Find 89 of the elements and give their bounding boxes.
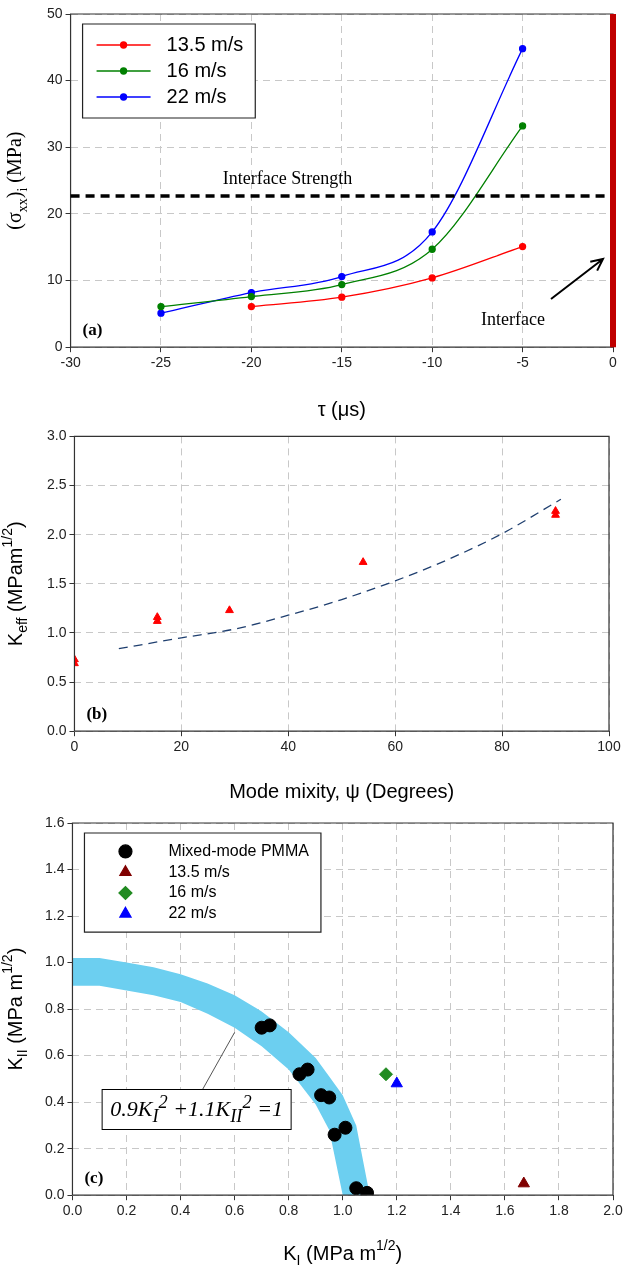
x-tick-label: 80 (494, 738, 511, 755)
x-tick-label: 20 (173, 738, 190, 755)
point (358, 557, 368, 565)
point (157, 309, 165, 317)
point (338, 272, 346, 281)
annotation: (c) (84, 1168, 104, 1188)
y-tick-label: 20 (46, 204, 63, 221)
legend-label: Mixed-mode PMMA (168, 841, 310, 859)
y-axis-title: (σxx)i (MPa) (3, 131, 31, 230)
point (518, 45, 527, 53)
point (225, 605, 234, 614)
point (338, 293, 346, 301)
x-tick-label: 1.4 (441, 1202, 461, 1219)
y-tick-label: 0.2 (44, 1139, 65, 1156)
point (518, 242, 527, 251)
point (247, 302, 256, 311)
x-tick-label: 1.0 (333, 1202, 353, 1219)
annotation: (a) (82, 320, 103, 340)
x-tick-label: 0 (609, 354, 618, 371)
x-axis-title: τ (μs) (317, 397, 366, 420)
x-tick-label: 1.2 (387, 1202, 407, 1219)
y-tick-label: 1.2 (44, 906, 65, 923)
y-tick-label: 3.0 (46, 427, 67, 444)
point (157, 302, 165, 311)
point (300, 1062, 315, 1077)
x-tick-label: -30 (60, 354, 81, 371)
annotation: (b) (86, 704, 108, 724)
y-tick-label: 0.0 (46, 722, 67, 739)
x-tick-label: 100 (597, 738, 621, 755)
x-tick-label: 0.0 (62, 1202, 83, 1219)
annotation: 0.9K$_{I}$$^{2}$ +1.1K$_{II}$$^{2}$ =1 (101, 1089, 292, 1131)
y-tick-label: 2.0 (46, 525, 67, 542)
x-tick-label: 1.6 (495, 1202, 515, 1219)
point (247, 292, 256, 301)
x-tick-label: 0.8 (278, 1202, 299, 1219)
point (349, 1181, 364, 1196)
y-tick-label: 1.5 (46, 574, 67, 591)
y-tick-label: 0.5 (46, 672, 67, 689)
point (428, 228, 436, 236)
legend-label: 13.5 m/s (166, 32, 244, 55)
y-tick-label: 30 (46, 138, 63, 155)
point (338, 1120, 353, 1135)
y-tick-label: 1.0 (46, 623, 67, 640)
y-axis-title: Keff (MPam1/2) (0, 521, 31, 647)
y-tick-label: 0.4 (44, 1093, 65, 1110)
point (428, 274, 436, 282)
x-axis-title: Mode mixity, ψ (Degrees) (229, 779, 455, 802)
x-tick-label: 2.0 (603, 1202, 623, 1219)
x-tick-label: 0.4 (170, 1202, 191, 1219)
y-tick-label: 0.6 (44, 1046, 65, 1063)
point (338, 280, 346, 289)
legend-label: 16 m/s (166, 58, 227, 81)
point (518, 122, 527, 130)
y-tick-label: 2.5 (46, 476, 67, 493)
ref-line-label: Interface (481, 308, 545, 329)
y-tick-label: 0 (54, 338, 63, 355)
y-tick-label: 1.0 (44, 953, 65, 970)
x-tick-label: 0.2 (116, 1202, 137, 1219)
legend-label: 13.5 m/s (168, 862, 230, 880)
x-tick-label: -20 (241, 354, 262, 371)
y-tick-label: 50 (46, 4, 63, 21)
y-tick-label: 0.0 (44, 1186, 65, 1203)
y-tick-label: 1.6 (44, 813, 65, 830)
point (262, 1018, 277, 1033)
x-tick-label: 0 (70, 738, 79, 755)
line-series (118, 498, 562, 650)
legend-label: 16 m/s (168, 883, 217, 901)
x-tick-label: 0.6 (224, 1202, 245, 1219)
x-tick-label: 40 (280, 738, 297, 755)
legend-label: 22 m/s (168, 904, 217, 922)
y-tick-label: 0.8 (44, 999, 65, 1016)
point (428, 245, 436, 253)
y-tick-label: 10 (46, 271, 63, 288)
point (327, 1127, 342, 1142)
y-tick-label: 40 (46, 71, 63, 88)
x-tick-label: -25 (150, 354, 172, 371)
point (378, 1067, 393, 1082)
x-tick-label: 1.8 (549, 1202, 569, 1219)
y-tick-label: 1.4 (44, 860, 65, 877)
x-tick-label: -10 (422, 354, 443, 371)
point (390, 1076, 403, 1088)
y-axis-title: KII (MPa m1/2) (0, 947, 31, 1071)
x-tick-label: -15 (331, 354, 353, 371)
ref-line-label: Interface Strength (222, 167, 353, 188)
x-tick-label: -5 (516, 354, 530, 371)
point (322, 1090, 337, 1105)
x-tick-label: 60 (387, 738, 404, 755)
point (517, 1176, 530, 1188)
legend-label: 22 m/s (166, 84, 227, 107)
